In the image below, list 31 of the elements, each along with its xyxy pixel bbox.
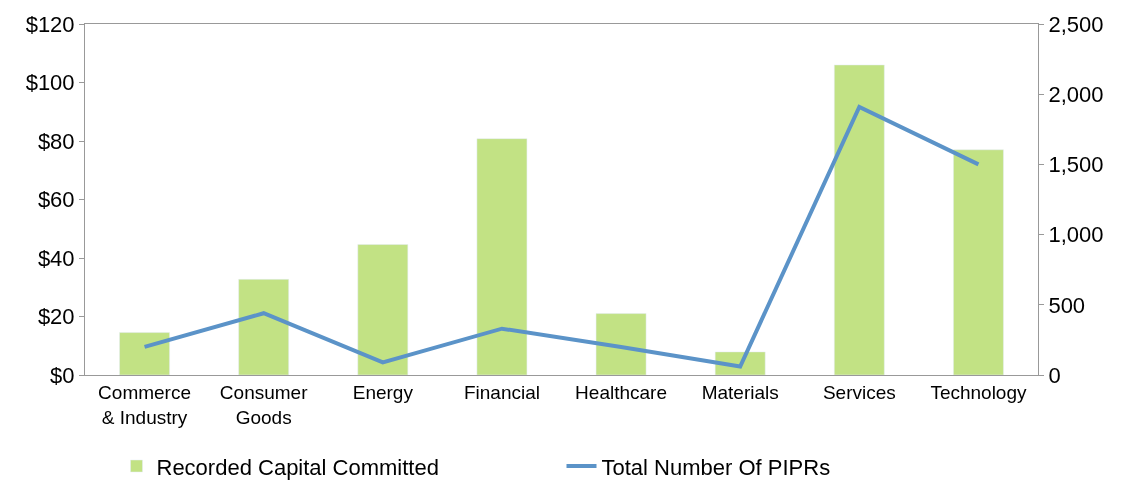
x-tick-label: Financial: [463, 381, 540, 403]
line-series: [142, 104, 981, 369]
x-tick-label: Energy: [352, 381, 414, 403]
x-tick-label: Healthcare: [575, 381, 668, 403]
y2-tick-label: 1,500: [1048, 152, 1104, 178]
bar: [595, 313, 647, 375]
x-tick-label: Commerce & Industry: [98, 381, 192, 428]
y-tick-label: $0: [50, 362, 75, 388]
y-tick-label: $100: [25, 70, 75, 96]
x-tick-label: Materials: [701, 381, 779, 403]
bar: [834, 64, 885, 375]
y2-tick-label: 1,000: [1048, 222, 1104, 248]
y2-tick-label: 2,500: [1048, 11, 1104, 37]
y-tick-label: $80: [37, 128, 75, 154]
x-tick-label: Services: [822, 381, 896, 403]
legend-label: Recorded Capital Committed: [156, 454, 439, 480]
y-tick-label: $40: [37, 245, 75, 271]
y-tick-label: $20: [37, 304, 75, 330]
y-tick-label: $120: [25, 11, 75, 37]
bar: [119, 332, 170, 375]
y2-tick-label: 500: [1048, 292, 1086, 318]
bar: [238, 279, 289, 375]
y2-tick-label: 0: [1048, 362, 1061, 388]
bar: [476, 138, 528, 375]
x-tick-label: Consumer Goods: [219, 381, 309, 428]
y2-tick-label: 2,000: [1048, 81, 1104, 107]
x-tick-label: Technology: [930, 381, 1027, 403]
bar: [953, 149, 1004, 375]
bar: [357, 244, 409, 375]
legend-label: Total Number Of PIPRs: [601, 454, 831, 480]
y-tick-label: $60: [37, 187, 75, 213]
